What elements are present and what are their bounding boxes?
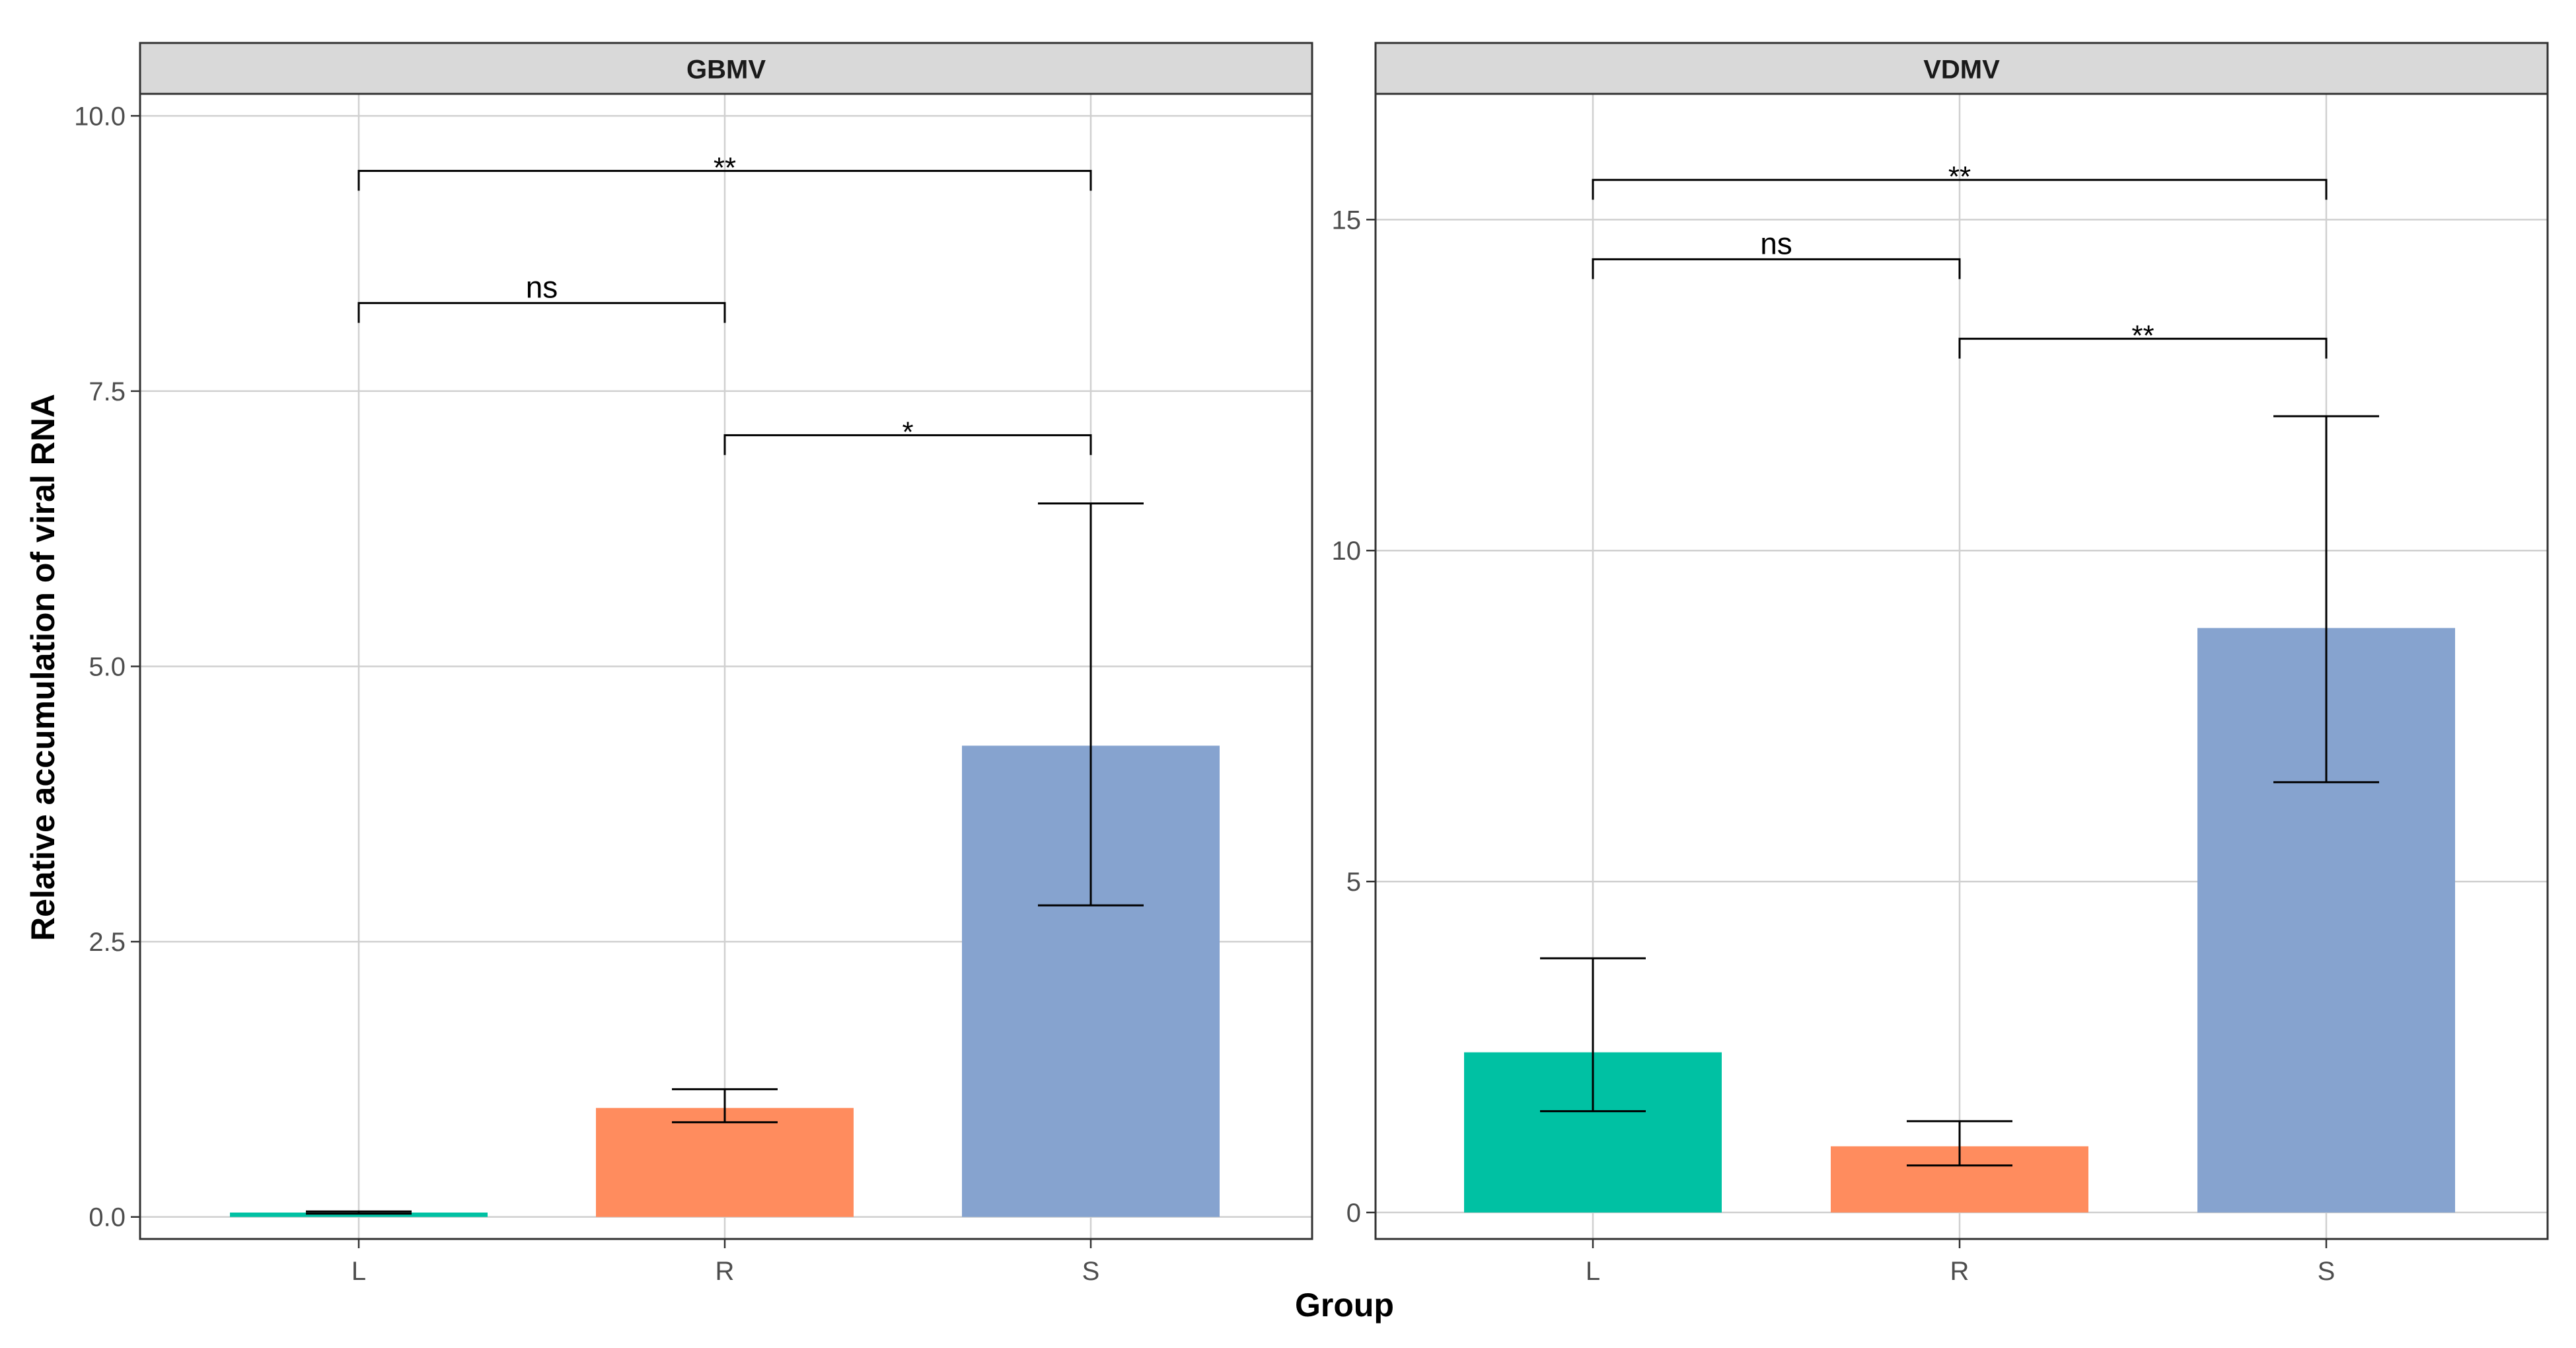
panel-border bbox=[1374, 93, 2549, 1240]
significance-label: * bbox=[902, 416, 913, 449]
x-tick-label: L bbox=[351, 1257, 366, 1286]
significance-bracket bbox=[723, 434, 1092, 455]
x-tick-label: S bbox=[2318, 1257, 2336, 1286]
significance-bracket bbox=[357, 170, 1092, 191]
y-tick-label: 0.0 bbox=[89, 1203, 126, 1232]
significance-label: ** bbox=[714, 152, 736, 184]
significance-bracket bbox=[357, 302, 726, 323]
significance-label: ns bbox=[526, 270, 558, 305]
significance-label: ** bbox=[1948, 161, 1971, 193]
facet-strip bbox=[139, 42, 1313, 95]
facet-strip bbox=[1374, 42, 2549, 95]
x-tick-label: R bbox=[1950, 1257, 1969, 1286]
y-axis-title: Relative accumulation of viral RNA bbox=[24, 394, 61, 941]
y-tick-label: 2.5 bbox=[89, 928, 126, 957]
y-tick-label: 5 bbox=[1346, 868, 1361, 897]
panel-border bbox=[139, 93, 1313, 1240]
y-tick-label: 15 bbox=[1332, 206, 1362, 235]
y-tick-label: 7.5 bbox=[89, 377, 126, 406]
y-tick-label: 0 bbox=[1346, 1199, 1361, 1228]
x-axis-title: Group bbox=[1295, 1287, 1394, 1324]
facet-strip-label: GBMV bbox=[686, 56, 766, 85]
y-tick-label: 10 bbox=[1332, 537, 1362, 566]
bar-r bbox=[596, 1107, 854, 1217]
x-tick-label: L bbox=[1586, 1257, 1600, 1286]
significance-label: ** bbox=[2131, 320, 2154, 352]
significance-bracket bbox=[1958, 338, 2328, 359]
facet-strip-label: VDMV bbox=[1923, 56, 2000, 85]
y-tick-label: 10.0 bbox=[74, 102, 126, 131]
bar-l bbox=[230, 1213, 488, 1217]
x-tick-label: R bbox=[716, 1257, 735, 1286]
x-tick-label: S bbox=[1082, 1257, 1100, 1286]
significance-bracket bbox=[1592, 178, 2328, 200]
significance-bracket bbox=[1592, 258, 1961, 280]
significance-label: ns bbox=[1760, 226, 1792, 260]
y-tick-label: 5.0 bbox=[89, 653, 126, 682]
panel-vdmv: VDMV 0 5 10 15 L R Sns ** ** bbox=[1332, 42, 2549, 1286]
